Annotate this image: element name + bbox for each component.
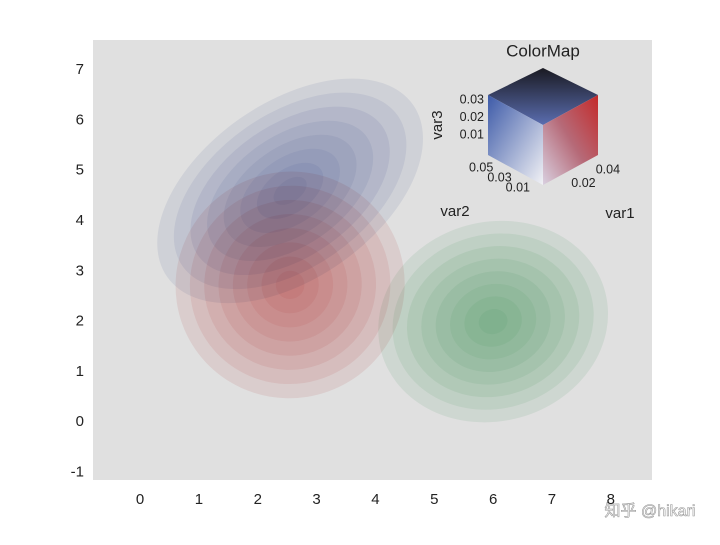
- cube-face: [543, 95, 598, 185]
- cube-tick-label: 0.02: [460, 110, 484, 124]
- cube-tick-label: 0.01: [460, 128, 484, 142]
- x-tick-label: 0: [136, 491, 144, 508]
- colormap-legend: ColorMap var3 var2 var1 0.010.020.030.01…: [429, 41, 635, 221]
- cube-tick-label: 0.03: [460, 93, 484, 107]
- cube-tick-label: 0.03: [487, 170, 511, 184]
- x-tick-label: 4: [371, 491, 379, 508]
- cube-face: [488, 68, 598, 125]
- y-tick-label: 2: [76, 313, 84, 330]
- axis-label: var3: [429, 110, 446, 139]
- contour-level: [478, 309, 508, 335]
- y-tick-label: 3: [76, 262, 84, 279]
- x-tick-label: 3: [312, 491, 320, 508]
- cube-face: [488, 95, 543, 185]
- contour-level: [275, 270, 305, 300]
- cube-tick-label: 0.02: [571, 176, 595, 190]
- cube-tick-label: 0.01: [506, 180, 530, 194]
- y-tick-label: 4: [76, 212, 84, 229]
- axis-label: var2: [440, 203, 469, 220]
- y-tick-label: 5: [76, 162, 84, 179]
- watermark: 知乎 @hikari: [605, 502, 696, 520]
- cube-tick-label: 0.05: [469, 160, 493, 174]
- x-tick-label: 1: [195, 491, 203, 508]
- contours: [157, 78, 609, 423]
- y-tick-label: 0: [76, 413, 84, 430]
- y-tick-label: 7: [76, 61, 84, 78]
- x-tick-label: 5: [430, 491, 438, 508]
- cube-tick-label: 0.04: [596, 163, 620, 177]
- y-tick-label: -1: [71, 463, 84, 480]
- x-tick-label: 8: [607, 491, 615, 508]
- axis-label: var1: [605, 205, 634, 222]
- x-tick-label: 6: [489, 491, 497, 508]
- colormap-title: ColorMap: [506, 41, 580, 60]
- y-tick-label: 6: [76, 111, 84, 128]
- y-tick-label: 1: [76, 363, 84, 380]
- distribution: [378, 220, 609, 423]
- distribution: [175, 171, 405, 399]
- x-tick-label: 2: [254, 491, 262, 508]
- x-tick-label: 7: [548, 491, 556, 508]
